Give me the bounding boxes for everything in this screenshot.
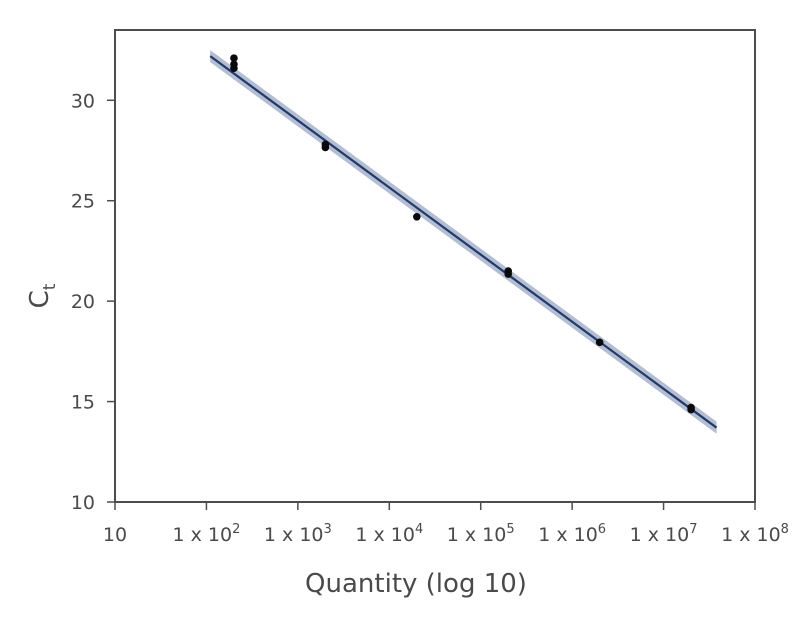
x-tick-label-exponent: 6 [598, 522, 606, 537]
y-tick-label: 30 [71, 90, 95, 112]
x-tick-label: 1 x 106 [538, 522, 606, 546]
y-tick-label: 20 [71, 291, 95, 313]
x-tick-label-base: 1 x 10 [264, 524, 324, 546]
y-tick-label: 15 [71, 392, 95, 414]
y-axis-label: Ct [25, 283, 60, 308]
x-tick-label: 1 x 104 [355, 522, 423, 546]
x-tick-label-base: 10 [103, 524, 127, 546]
x-tick-label-base: 1 x 10 [538, 524, 598, 546]
x-tick-label: 1 x 105 [447, 522, 515, 546]
x-tick-label-exponent: 3 [324, 522, 332, 537]
y-axis-label-main: C [25, 290, 55, 308]
x-tick-label-base: 1 x 10 [721, 524, 781, 546]
axes: 10 1 x 102 1 x 103 1 x 104 1 x 105 1 x 106 1 x… [71, 29, 789, 546]
x-tick-label: 1 x 108 [721, 522, 789, 546]
x-tick-label-base: 1 x 10 [630, 524, 690, 546]
x-tick-label-exponent: 4 [415, 522, 423, 537]
x-tick-label-base: 1 x 10 [355, 524, 415, 546]
x-tick-label: 1 x 107 [630, 522, 698, 546]
data-point [504, 270, 513, 278]
x-axis-label: Quantity (log 10) [305, 569, 527, 599]
data-point [413, 212, 421, 221]
x-tick-label-base: 1 x 10 [447, 524, 507, 546]
x-tick-label: 1 x 102 [172, 522, 240, 546]
data-point [321, 143, 330, 152]
x-tick-label-exponent: 7 [689, 522, 697, 537]
x-tick-label-exponent: 2 [232, 522, 240, 537]
x-tick-label: 10 [103, 524, 127, 546]
data-point [687, 405, 695, 414]
y-tick-label: 10 [71, 492, 95, 514]
regression-line [209, 55, 718, 429]
x-tick-label-exponent: 8 [781, 522, 789, 537]
y-tick-label: 25 [71, 191, 95, 213]
data-point [595, 338, 604, 347]
x-tick-label: 1 x 103 [264, 522, 332, 546]
y-axis-label-sub: t [40, 283, 60, 290]
x-tick-label-exponent: 5 [506, 522, 514, 537]
data-point [230, 54, 238, 62]
plot-area [209, 50, 718, 434]
plot-frame [114, 29, 756, 503]
x-tick-label-base: 1 x 10 [172, 524, 232, 546]
data-point [230, 64, 238, 72]
